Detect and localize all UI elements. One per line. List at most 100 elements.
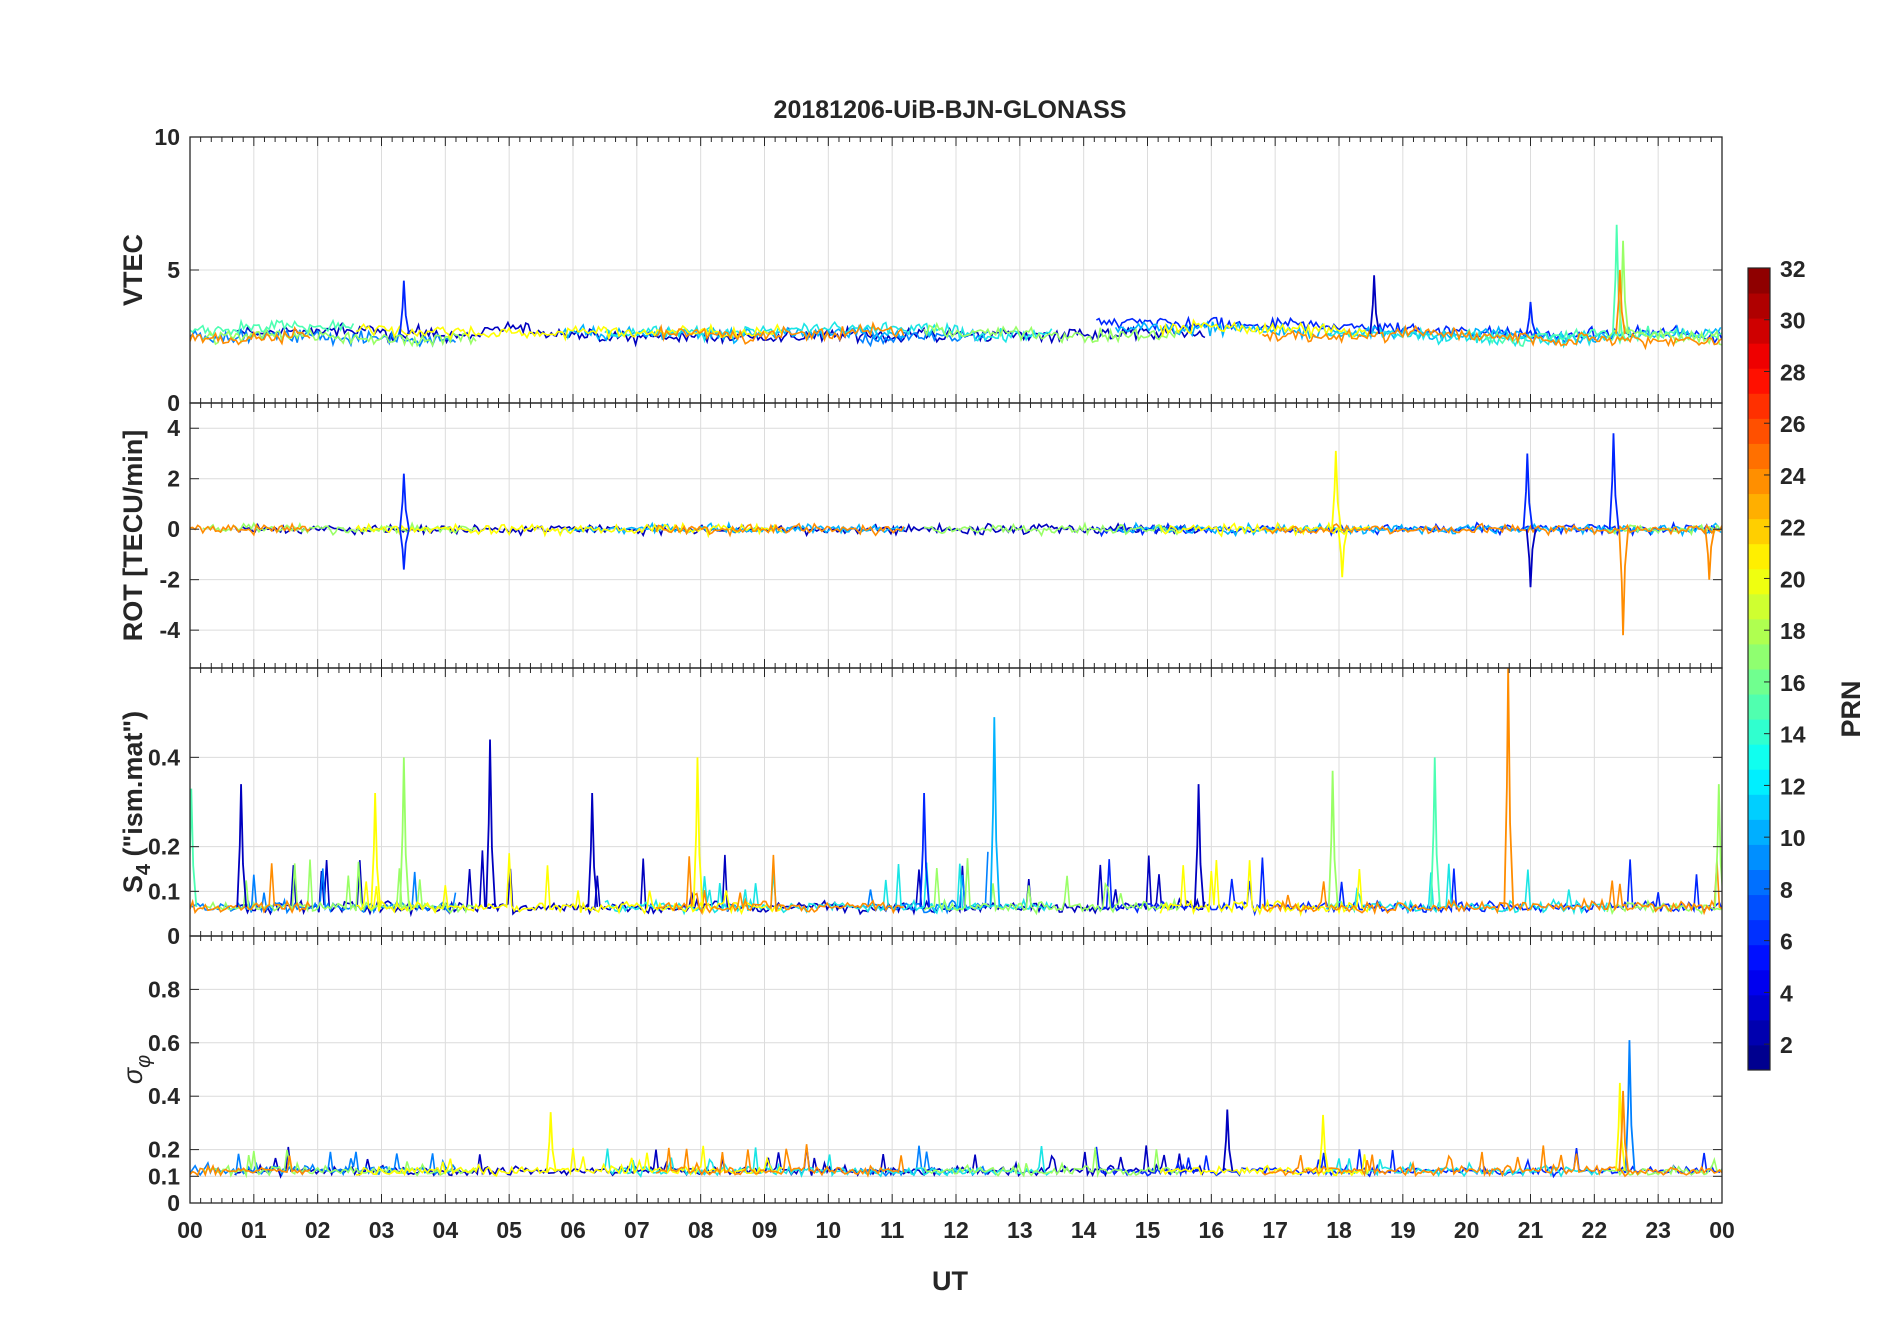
y-axis: 00.10.2 0.4 0.6 0.8 bbox=[148, 976, 1722, 1216]
series-prn-17-line bbox=[923, 858, 1180, 916]
spike-peak bbox=[1222, 1109, 1234, 1172]
y-tick-label: 0.1 bbox=[148, 878, 180, 904]
x-tick-label: 14 bbox=[1071, 1217, 1097, 1243]
y-axis-label: σφ bbox=[118, 1055, 155, 1084]
x-tick-label: 13 bbox=[1007, 1217, 1033, 1243]
x-axis-label: UT bbox=[932, 1266, 968, 1296]
colorbar-band bbox=[1748, 794, 1770, 820]
spike-peak bbox=[370, 793, 382, 908]
x-tick-label: 01 bbox=[241, 1217, 267, 1243]
y-tick-label: 4 bbox=[167, 415, 180, 441]
y-axis-label: ROT [TECU/min] bbox=[118, 430, 148, 641]
colorbar-band bbox=[1748, 1044, 1770, 1071]
x-tick-label: 17 bbox=[1262, 1217, 1288, 1243]
series-prn-17-line bbox=[923, 521, 1181, 538]
panel-4: 00.10.2 0.4 0.6 0.8 σφ bbox=[118, 935, 1723, 1216]
series-prn-15-line bbox=[190, 318, 355, 337]
colorbar-band bbox=[1748, 994, 1770, 1021]
colorbar-band bbox=[1748, 418, 1770, 444]
colorbar-band bbox=[1748, 343, 1770, 369]
series-prn-23-line bbox=[190, 522, 311, 537]
x-tick-label: 19 bbox=[1390, 1217, 1416, 1243]
y-tick-label: 0 bbox=[167, 923, 180, 949]
spike-peak bbox=[1318, 1114, 1330, 1172]
series-prn-20-line bbox=[1159, 1154, 1371, 1177]
panel-2: -4 -2 0 2 4 ROT [TECU/min] bbox=[118, 402, 1723, 669]
colorbar-tick-label: 30 bbox=[1780, 308, 1806, 334]
series-prn-11-line bbox=[559, 521, 906, 536]
y-tick-label: -4 bbox=[160, 617, 181, 643]
series-prn-23-line bbox=[1261, 522, 1722, 537]
series-prn-23-line bbox=[190, 325, 311, 346]
x-tick-label: 04 bbox=[433, 1217, 459, 1243]
colorbar-tick-label: 10 bbox=[1780, 825, 1806, 851]
series-prn-23-line bbox=[655, 522, 905, 538]
colorbar-band bbox=[1748, 468, 1770, 495]
colorbar-band bbox=[1748, 368, 1770, 394]
spike-peak bbox=[692, 757, 704, 908]
spike-peak bbox=[1337, 529, 1349, 578]
spike-peak bbox=[1704, 529, 1716, 580]
y-tick-label: 0 bbox=[167, 1190, 180, 1216]
colorbar-tick-label: 12 bbox=[1780, 773, 1806, 799]
spike-peak bbox=[399, 280, 410, 334]
y-tick-label: 2 bbox=[167, 466, 180, 492]
colorbar-tick-label: 14 bbox=[1780, 722, 1806, 748]
y-axis-label: S4 ("ism.mat") bbox=[118, 711, 155, 893]
colorbar-band bbox=[1748, 493, 1770, 520]
spike-peak bbox=[587, 793, 599, 908]
spike-peak bbox=[1430, 757, 1441, 908]
colorbar-band bbox=[1748, 643, 1770, 670]
spike-peak bbox=[545, 1112, 557, 1172]
colorbar-band bbox=[1748, 844, 1770, 870]
x-tick-label: 00 bbox=[1709, 1217, 1735, 1243]
y-tick-label: 0.2 bbox=[148, 1137, 180, 1163]
y-axis: -4 -2 0 2 4 bbox=[160, 415, 1722, 643]
series-prn-23-line bbox=[1261, 860, 1722, 916]
x-tick-label: 21 bbox=[1518, 1217, 1544, 1243]
colorbar-tick-label: 32 bbox=[1780, 256, 1806, 282]
grid-lines bbox=[190, 403, 1722, 668]
x-tick-label: 07 bbox=[624, 1217, 650, 1243]
spike-peak bbox=[1522, 453, 1534, 530]
series-group bbox=[190, 433, 1722, 636]
colorbar-tick-label: 6 bbox=[1780, 929, 1793, 955]
spike-peak bbox=[1525, 529, 1537, 588]
colorbar-band bbox=[1748, 919, 1770, 946]
spike-peak bbox=[485, 739, 497, 908]
colorbar-tick-label: 4 bbox=[1780, 980, 1793, 1006]
colorbar-band bbox=[1748, 944, 1770, 971]
x-tick-label: 05 bbox=[496, 1217, 522, 1243]
colorbar-band bbox=[1748, 518, 1770, 545]
colorbar-band bbox=[1748, 618, 1770, 645]
x-ticks bbox=[189, 668, 1723, 936]
colorbar-band bbox=[1748, 669, 1770, 695]
colorbar-band bbox=[1748, 318, 1770, 344]
panel-1: 0 5 10 VTEC bbox=[118, 124, 1723, 416]
y-axis-label: VTEC bbox=[118, 234, 148, 306]
series-prn-20-line bbox=[1159, 521, 1370, 538]
series-prn-20-line bbox=[355, 322, 784, 342]
colorbar-tick-label: 2 bbox=[1780, 1032, 1793, 1058]
x-tick-label: 20 bbox=[1454, 1217, 1480, 1243]
series-prn-17-line bbox=[202, 1149, 477, 1179]
colorbar-band bbox=[1748, 894, 1770, 921]
colorbar-band bbox=[1748, 969, 1770, 996]
series-group bbox=[190, 224, 1722, 351]
spike-peak bbox=[919, 793, 931, 908]
chart-title: 20181206-UiB-BJN-GLONASS bbox=[774, 96, 1127, 124]
colorbar-band bbox=[1748, 869, 1770, 896]
x-ticks bbox=[189, 137, 1723, 403]
colorbar-tick-label: 18 bbox=[1780, 618, 1806, 644]
series-prn-9-line bbox=[859, 851, 989, 915]
series-prn-17-line bbox=[923, 1147, 1181, 1178]
colorbar-tick-label: 22 bbox=[1780, 515, 1806, 541]
spike-peak bbox=[989, 717, 1001, 908]
spike-peak bbox=[1611, 224, 1623, 334]
series-group bbox=[190, 1040, 1722, 1179]
series-prn-20-line bbox=[356, 1145, 783, 1178]
series-prn-17-line bbox=[923, 321, 1181, 345]
series-prn-20-line bbox=[1159, 318, 1371, 340]
spike-peak bbox=[1618, 529, 1630, 636]
